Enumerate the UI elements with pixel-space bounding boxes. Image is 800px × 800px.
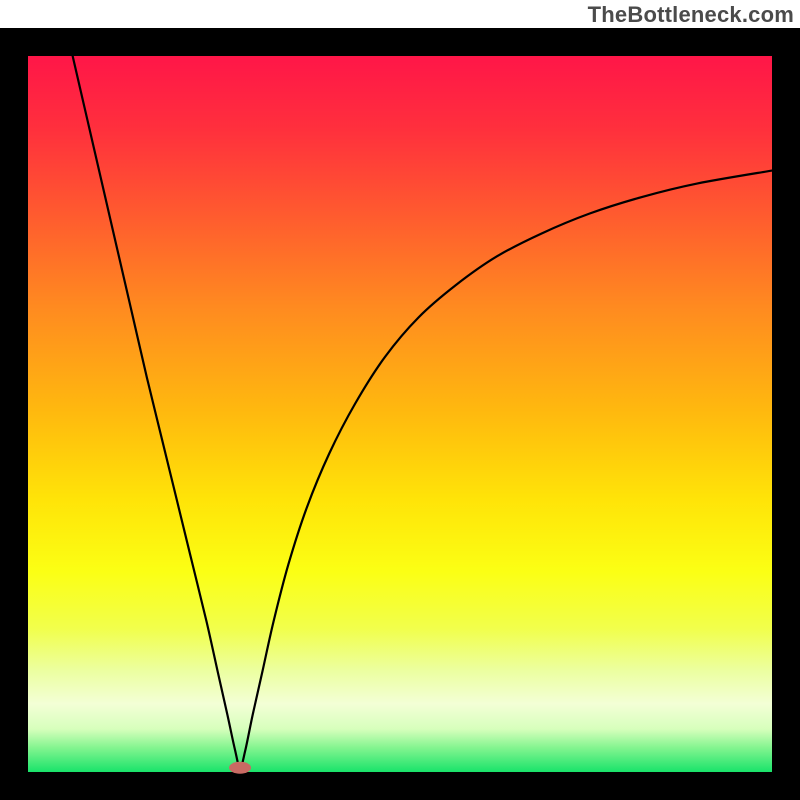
bottleneck-chart — [0, 0, 800, 800]
minimum-marker — [229, 762, 251, 774]
watermark-text: TheBottleneck.com — [588, 2, 794, 28]
chart-background — [28, 56, 772, 772]
